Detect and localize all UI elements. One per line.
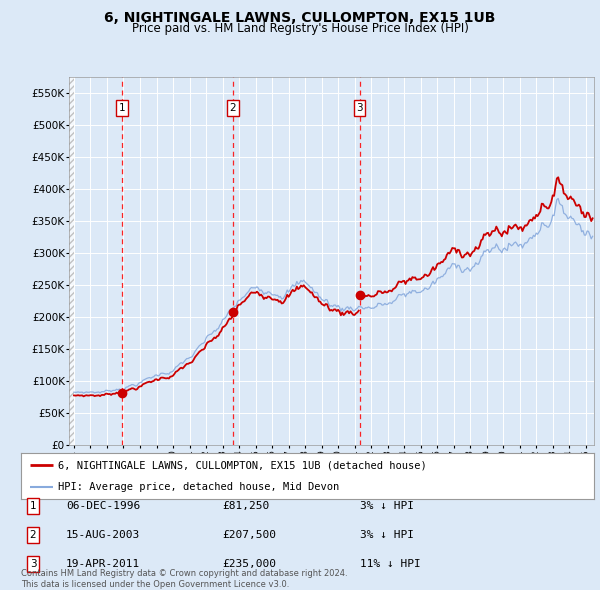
Text: 06-DEC-1996: 06-DEC-1996: [66, 502, 140, 511]
Text: Price paid vs. HM Land Registry's House Price Index (HPI): Price paid vs. HM Land Registry's House …: [131, 22, 469, 35]
Bar: [69, 77, 74, 445]
Text: 19-APR-2011: 19-APR-2011: [66, 559, 140, 569]
Text: HPI: Average price, detached house, Mid Devon: HPI: Average price, detached house, Mid …: [58, 482, 340, 492]
Text: 6, NIGHTINGALE LAWNS, CULLOMPTON, EX15 1UB (detached house): 6, NIGHTINGALE LAWNS, CULLOMPTON, EX15 1…: [58, 460, 427, 470]
Text: 15-AUG-2003: 15-AUG-2003: [66, 530, 140, 540]
Text: 3: 3: [356, 103, 363, 113]
Text: £207,500: £207,500: [222, 530, 276, 540]
Text: £235,000: £235,000: [222, 559, 276, 569]
Text: 3: 3: [29, 559, 37, 569]
Text: Contains HM Land Registry data © Crown copyright and database right 2024.
This d: Contains HM Land Registry data © Crown c…: [21, 569, 347, 589]
Text: 2: 2: [229, 103, 236, 113]
Text: 3% ↓ HPI: 3% ↓ HPI: [360, 530, 414, 540]
Text: 1: 1: [119, 103, 125, 113]
Text: 3% ↓ HPI: 3% ↓ HPI: [360, 502, 414, 511]
Text: £81,250: £81,250: [222, 502, 269, 511]
Text: 1: 1: [29, 502, 37, 511]
Text: 6, NIGHTINGALE LAWNS, CULLOMPTON, EX15 1UB: 6, NIGHTINGALE LAWNS, CULLOMPTON, EX15 1…: [104, 11, 496, 25]
Text: 2: 2: [29, 530, 37, 540]
Text: 11% ↓ HPI: 11% ↓ HPI: [360, 559, 421, 569]
